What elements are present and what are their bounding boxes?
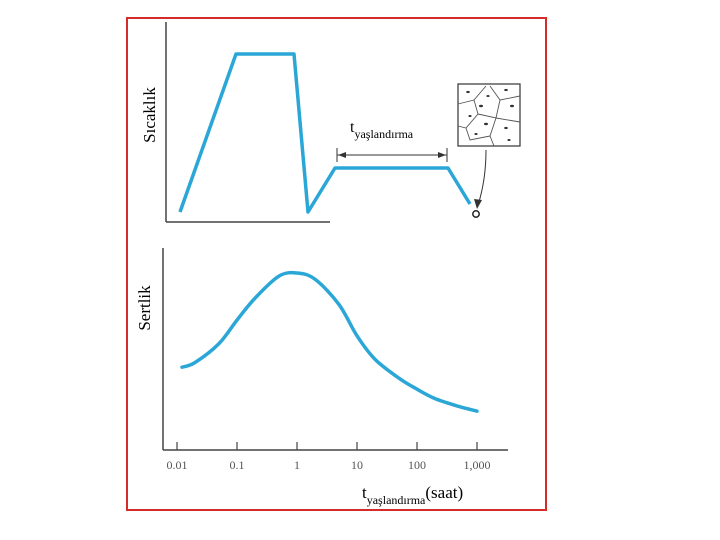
aging-time-dimension-arrow (336, 148, 448, 162)
temperature-panel: Sıcaklık tyaşlandırma (140, 22, 521, 223)
x-axis-title-subscript: yaşlandırma (367, 493, 426, 507)
aging-time-annotation: tyaşlandırma (350, 119, 414, 141)
end-point-marker (472, 210, 480, 218)
x-tick-label-2: 1 (294, 458, 300, 472)
hardness-axis-label: Sertlik (135, 285, 154, 331)
temperature-axis-label: Sıcaklık (140, 87, 159, 143)
annotation-subscript: yaşlandırma (354, 127, 413, 141)
x-axis-ticks (176, 442, 478, 450)
x-axis-title-base: t (362, 483, 367, 502)
x-tick-label-3: 10 (351, 458, 363, 472)
x-tick-label-5: 1,000 (464, 458, 491, 472)
x-tick-label-0: 0.01 (167, 458, 188, 472)
figure-frame (126, 17, 547, 511)
microstructure-pointer-arrow (474, 149, 487, 209)
x-axis-title: tyaşlandırma(saat) (362, 483, 463, 507)
temperature-profile-line (178, 52, 472, 214)
annotation-base: t (350, 119, 355, 136)
hardness-panel: Sertlik 0.01 0.1 1 10 100 1,000 tyaşlandırma(… (135, 248, 508, 507)
x-axis-title-unit: (saat) (425, 483, 463, 502)
hardness-curve (180, 270, 479, 413)
x-tick-label-4: 100 (408, 458, 426, 472)
grain-structure-icon (457, 83, 521, 147)
x-tick-label-1: 0.1 (230, 458, 245, 472)
x-axis-tick-labels: 0.01 0.1 1 10 100 1,000 (167, 458, 491, 472)
